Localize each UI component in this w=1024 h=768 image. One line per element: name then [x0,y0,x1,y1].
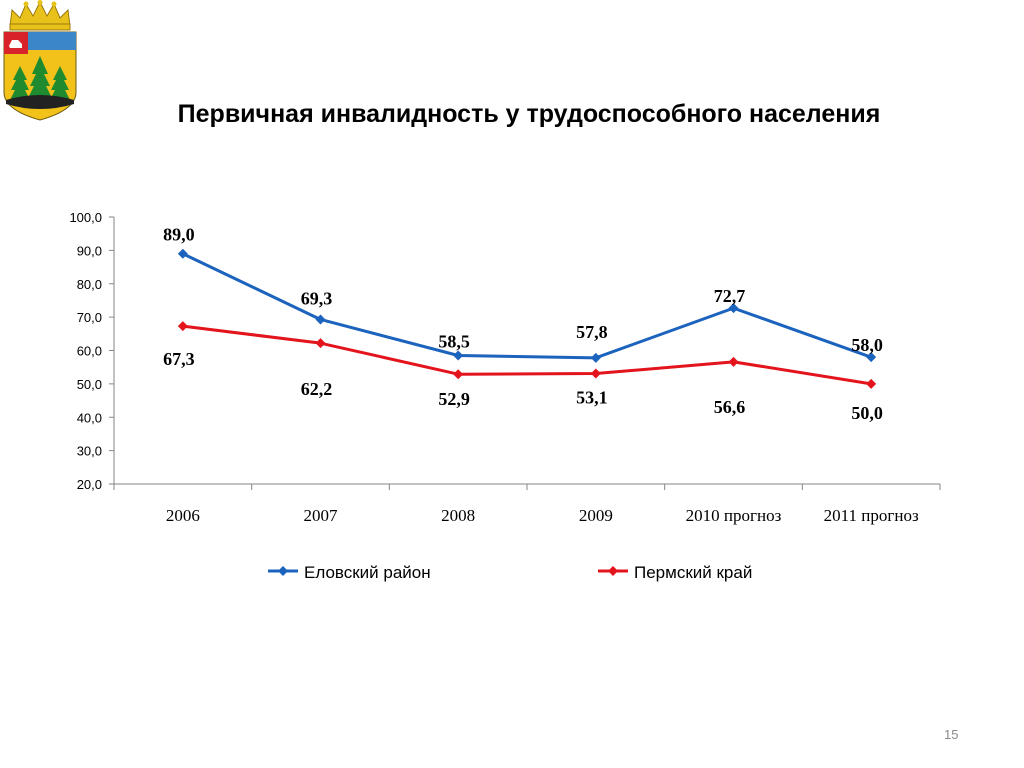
legend-marker-2 [608,566,618,576]
y-tick-label: 70,0 [77,310,102,325]
series-2-point [590,368,601,379]
fir-trees-icon [10,56,70,100]
series-1-data-label: 58,0 [851,335,883,355]
coat-of-arms-logo [3,0,77,121]
y-tick-label: 50,0 [77,377,102,392]
slide-title: Первичная инвалидность у трудоспособного… [177,100,881,128]
y-tick-label: 40,0 [77,410,102,425]
x-tick-label: 2011 прогноз [824,506,919,525]
series-2-point [453,369,464,380]
series-2-point [728,356,739,367]
y-tick-label: 30,0 [77,444,102,459]
series-1-point [728,303,739,314]
legend-label-2: Пермский край [634,563,752,582]
series-1-point [177,248,188,259]
y-tick-label: 80,0 [77,277,102,292]
series-1-point [453,350,464,361]
series-2-data-label: 52,9 [438,389,470,409]
series-2-point [315,338,326,349]
y-tick-label: 100,0 [69,210,102,225]
x-tick-label: 2008 [441,506,475,525]
x-tick-label: 2007 [304,506,339,525]
series-1-data-label: 89,0 [163,225,195,245]
series-1-point [866,352,877,363]
x-tick-label: 2009 [579,506,613,525]
series-1-point [315,314,326,325]
y-tick-label: 60,0 [77,344,102,359]
series-2-data-label: 56,6 [714,397,746,417]
legend-label-1: Еловский район [304,563,431,582]
series-line-1 [182,252,872,360]
series-1-data-label: 58,5 [438,332,470,352]
series-1-point [590,352,601,363]
series-2-point [177,321,188,332]
series-2-data-label: 62,2 [301,379,333,399]
legend-marker-1 [278,566,288,576]
y-tick-label: 90,0 [77,243,102,258]
x-tick-label: 2006 [166,506,200,525]
page-number: 15 [944,727,959,742]
crown-icon [9,0,71,31]
series-2-data-label: 67,3 [163,349,195,369]
series-1-data-label: 72,7 [714,286,746,306]
series-1-data-label: 57,8 [576,322,608,342]
series-2-data-label: 53,1 [576,388,608,408]
x-tick-label: 2010 прогноз [686,506,782,525]
series-2-data-label: 50,0 [851,403,883,423]
series-1-data-label: 69,3 [301,288,333,308]
y-tick-label: 20,0 [77,477,102,492]
series-2-point [866,378,877,389]
series-line-2 [182,324,872,386]
